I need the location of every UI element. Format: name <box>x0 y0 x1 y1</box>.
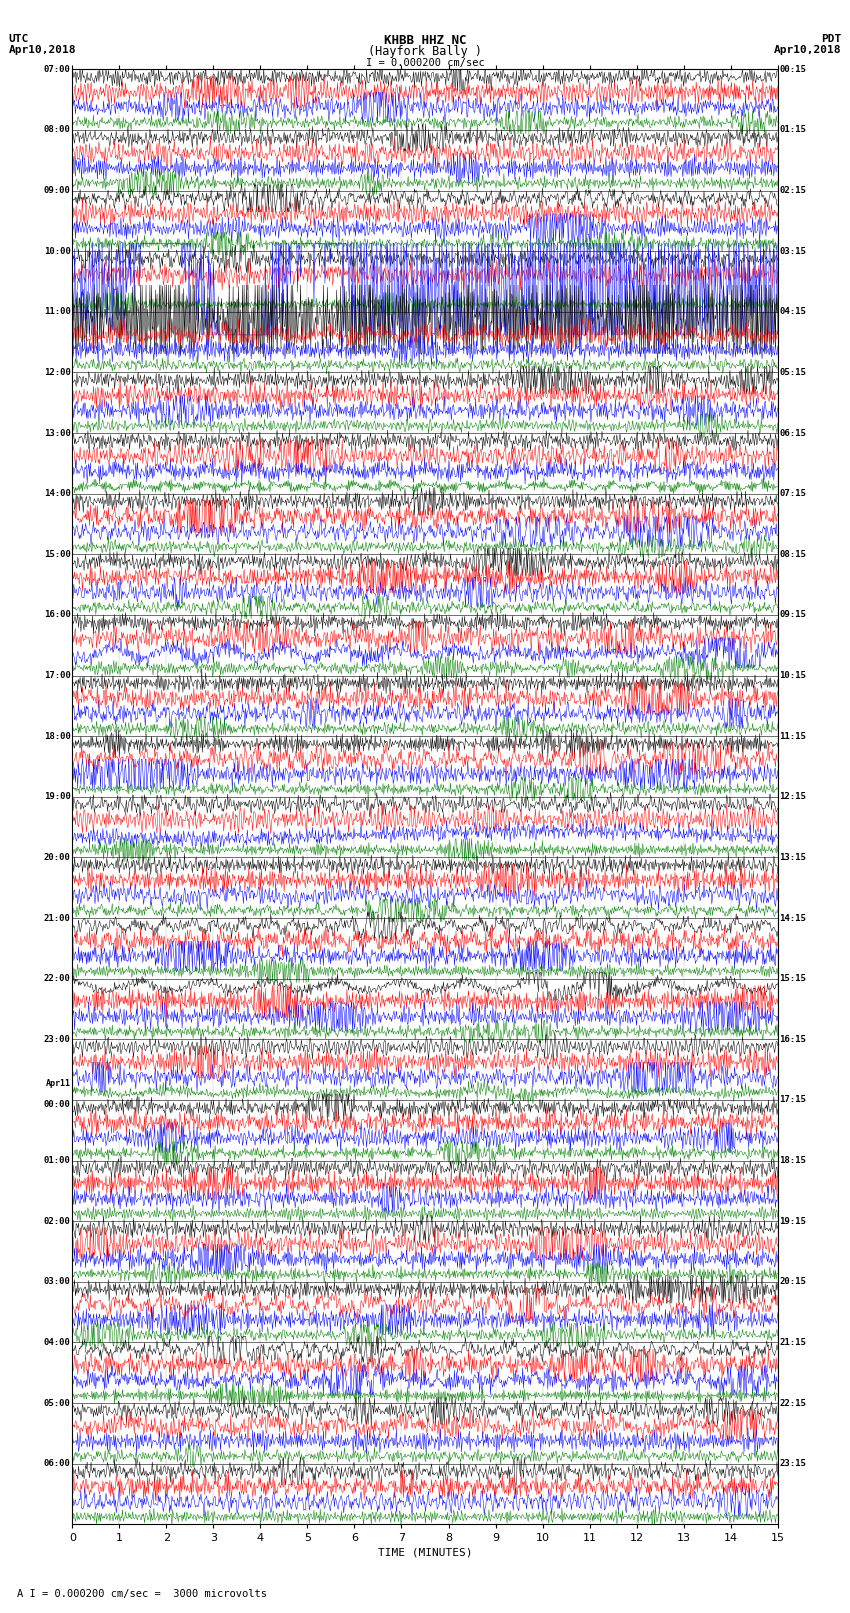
Text: 00:00: 00:00 <box>44 1100 71 1108</box>
Text: 05:15: 05:15 <box>779 368 806 377</box>
Text: 17:00: 17:00 <box>44 671 71 681</box>
Text: 02:15: 02:15 <box>779 185 806 195</box>
Text: 09:00: 09:00 <box>44 185 71 195</box>
Text: 23:00: 23:00 <box>44 1036 71 1044</box>
Text: 14:00: 14:00 <box>44 489 71 498</box>
Text: 03:15: 03:15 <box>779 247 806 256</box>
Text: A I = 0.000200 cm/sec =  3000 microvolts: A I = 0.000200 cm/sec = 3000 microvolts <box>17 1589 267 1598</box>
Text: 18:15: 18:15 <box>779 1157 806 1165</box>
Text: 17:15: 17:15 <box>779 1095 806 1105</box>
Text: Apr11: Apr11 <box>46 1079 71 1089</box>
Text: KHBB HHZ NC: KHBB HHZ NC <box>383 34 467 47</box>
Text: 18:00: 18:00 <box>44 732 71 740</box>
Text: 12:15: 12:15 <box>779 792 806 802</box>
Text: 13:00: 13:00 <box>44 429 71 437</box>
Text: 11:00: 11:00 <box>44 308 71 316</box>
Text: 08:00: 08:00 <box>44 126 71 134</box>
Text: 21:00: 21:00 <box>44 913 71 923</box>
Text: 04:00: 04:00 <box>44 1337 71 1347</box>
Text: 12:00: 12:00 <box>44 368 71 377</box>
Text: 21:15: 21:15 <box>779 1337 806 1347</box>
Text: 16:00: 16:00 <box>44 610 71 619</box>
X-axis label: TIME (MINUTES): TIME (MINUTES) <box>377 1547 473 1558</box>
Text: (Hayfork Bally ): (Hayfork Bally ) <box>368 45 482 58</box>
Text: 11:15: 11:15 <box>779 732 806 740</box>
Text: 06:15: 06:15 <box>779 429 806 437</box>
Text: 09:15: 09:15 <box>779 610 806 619</box>
Text: 07:00: 07:00 <box>44 65 71 74</box>
Text: Apr10,2018: Apr10,2018 <box>8 45 76 55</box>
Text: 15:15: 15:15 <box>779 974 806 984</box>
Text: 10:15: 10:15 <box>779 671 806 681</box>
Text: 00:15: 00:15 <box>779 65 806 74</box>
Text: 06:00: 06:00 <box>44 1460 71 1468</box>
Text: 15:00: 15:00 <box>44 550 71 558</box>
Text: 01:15: 01:15 <box>779 126 806 134</box>
Text: 01:00: 01:00 <box>44 1157 71 1165</box>
Text: Apr10,2018: Apr10,2018 <box>774 45 842 55</box>
Text: 05:00: 05:00 <box>44 1398 71 1408</box>
Text: 02:00: 02:00 <box>44 1216 71 1226</box>
Text: I = 0.000200 cm/sec: I = 0.000200 cm/sec <box>366 58 484 68</box>
Text: 23:15: 23:15 <box>779 1460 806 1468</box>
Text: 16:15: 16:15 <box>779 1036 806 1044</box>
Text: 20:15: 20:15 <box>779 1277 806 1286</box>
Text: 07:15: 07:15 <box>779 489 806 498</box>
Text: 20:00: 20:00 <box>44 853 71 861</box>
Text: 04:15: 04:15 <box>779 308 806 316</box>
Text: 08:15: 08:15 <box>779 550 806 558</box>
Text: 19:15: 19:15 <box>779 1216 806 1226</box>
Text: 22:15: 22:15 <box>779 1398 806 1408</box>
Text: 22:00: 22:00 <box>44 974 71 984</box>
Text: UTC: UTC <box>8 34 29 44</box>
Text: 03:00: 03:00 <box>44 1277 71 1286</box>
Text: PDT: PDT <box>821 34 842 44</box>
Text: 10:00: 10:00 <box>44 247 71 256</box>
Text: 13:15: 13:15 <box>779 853 806 861</box>
Text: 14:15: 14:15 <box>779 913 806 923</box>
Text: 19:00: 19:00 <box>44 792 71 802</box>
